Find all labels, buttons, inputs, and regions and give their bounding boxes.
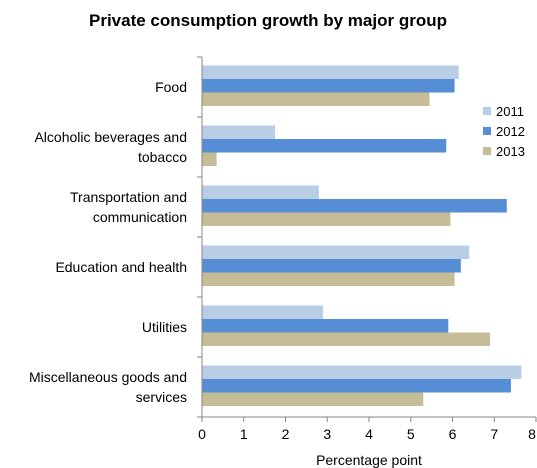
x-tick-label: 2 [282, 426, 290, 442]
category-label: Alcoholic beverages and [34, 129, 187, 145]
legend-label: 2012 [496, 124, 525, 139]
bar-2012-cat-5 [202, 379, 511, 393]
bar-2011-cat-2 [202, 185, 319, 199]
bar-2013-cat-4 [202, 332, 491, 346]
bar-2012-cat-2 [202, 199, 507, 213]
legend-label: 2011 [496, 104, 524, 119]
x-tick-labels: 0 1 2 3 4 5 6 7 8 [198, 426, 536, 442]
bar-2013-cat-1 [202, 152, 217, 166]
x-axis-label: Percentage point [316, 452, 422, 468]
bar-2011-cat-0 [202, 65, 459, 79]
x-tick-label: 1 [240, 426, 248, 442]
category-label: Utilities [142, 319, 187, 335]
legend-swatch-2013 [483, 147, 491, 155]
x-tick-label: 4 [365, 426, 373, 442]
bars-group [202, 65, 522, 406]
x-tick-label: 7 [490, 426, 498, 442]
category-label: tobacco [138, 149, 187, 165]
bar-2013-cat-5 [202, 392, 424, 406]
bar-2011-cat-1 [202, 125, 276, 139]
legend-swatch-2012 [483, 127, 491, 135]
bar-2012-cat-0 [202, 79, 455, 93]
bar-2013-cat-2 [202, 212, 451, 226]
x-tick-label: 5 [407, 426, 415, 442]
legend-swatch-2011 [483, 107, 491, 115]
bar-2013-cat-3 [202, 272, 455, 286]
bar-2012-cat-1 [202, 139, 447, 153]
category-label: services [136, 389, 187, 405]
bar-2011-cat-3 [202, 245, 470, 259]
bar-2013-cat-0 [202, 92, 430, 106]
category-label: communication [93, 209, 187, 225]
x-tick-label: 8 [528, 426, 536, 442]
category-label: Miscellaneous goods and [29, 369, 187, 385]
legend: 2011 2012 2013 [483, 104, 525, 159]
chart-title: Private consumption growth by major grou… [89, 11, 447, 30]
bar-2011-cat-4 [202, 305, 324, 319]
x-tick-label: 3 [323, 426, 331, 442]
axes [197, 56, 537, 422]
category-label: Food [155, 79, 187, 95]
x-tick-label: 6 [449, 426, 457, 442]
bar-2011-cat-5 [202, 365, 522, 379]
legend-label: 2013 [496, 144, 525, 159]
category-label: Education and health [55, 259, 187, 275]
bar-2012-cat-3 [202, 259, 461, 273]
category-label: Transportation and [70, 189, 187, 205]
x-tick-label: 0 [198, 426, 206, 442]
bar-2012-cat-4 [202, 319, 449, 333]
category-labels: Food Alcoholic beverages and tobacco Transp… [29, 79, 187, 405]
